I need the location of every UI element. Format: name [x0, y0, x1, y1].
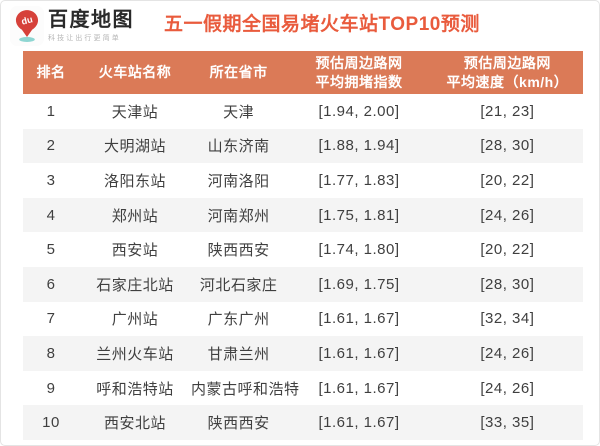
table-row: 5 西安站 陕西西安 [1.74, 1.80] [20, 22] — [23, 232, 583, 267]
congestion-index-cell: [1.61, 1.67] — [318, 379, 400, 397]
baidu-maps-logo: du — [10, 6, 44, 46]
table-row: 3 洛阳东站 河南洛阳 [1.77, 1.83] [20, 22] — [23, 163, 583, 198]
speed-cell: [32, 34] — [480, 310, 535, 328]
station-cell: 石家庄北站 — [96, 276, 174, 294]
station-cell: 天津站 — [111, 103, 159, 121]
speed-cell: [28, 30] — [480, 137, 535, 155]
table-row: 4 郑州站 河南郑州 [1.75, 1.81] [24, 26] — [23, 197, 583, 233]
rank-cell: 8 — [46, 344, 56, 362]
rank-cell: 9 — [46, 379, 56, 397]
table-row: 6 石家庄北站 河北石家庄 [1.69, 1.75] [28, 30] — [23, 266, 583, 302]
speed-cell: [33, 35] — [480, 414, 535, 432]
rank-cell: 1 — [46, 102, 56, 120]
speed-cell: [20, 22] — [480, 171, 535, 189]
congestion-index-cell: [1.77, 1.83] — [318, 171, 400, 189]
speed-cell: [24, 26] — [480, 344, 535, 362]
station-cell: 广州站 — [111, 311, 159, 329]
map-pin-icon: du — [15, 10, 39, 43]
province-cell: 陕西西安 — [207, 242, 270, 260]
province-cell: 甘肃兰州 — [207, 345, 270, 363]
congestion-index-cell: [1.69, 1.75] — [318, 275, 400, 293]
rank-cell: 3 — [46, 171, 56, 189]
congestion-index-cell: [1.61, 1.67] — [318, 414, 400, 432]
brand-name: 百度地图 — [48, 9, 134, 31]
table-row: 10 西安北站 陕西西安 [1.61, 1.67] [33, 35] — [23, 405, 583, 440]
congestion-index-cell: [1.74, 1.80] — [318, 241, 400, 259]
table-row: 7 广州站 广东广州 [1.61, 1.67] [32, 34] — [23, 301, 583, 337]
column-header-speed: 预估周边路网 平均速度（km/h） — [446, 54, 569, 90]
table-header-row: 排名 火车站名称 所在省市 预估周边路网 平均拥堵指数 预估周边路网 平均速度（… — [23, 51, 583, 94]
congestion-index-cell: [1.88, 1.94] — [318, 137, 400, 155]
table-body: 1 天津站 天津 [1.94, 2.00] [21, 23] 2 大明湖站 山东… — [23, 94, 583, 440]
column-header-province: 所在省市 — [209, 64, 268, 81]
congestion-index-cell: [1.75, 1.81] — [318, 206, 400, 224]
province-cell: 内蒙古呼和浩特 — [191, 380, 300, 398]
ranking-table: 排名 火车站名称 所在省市 预估周边路网 平均拥堵指数 预估周边路网 平均速度（… — [23, 51, 583, 440]
column-header-rank: 排名 — [36, 64, 66, 81]
province-cell: 河北石家庄 — [199, 276, 278, 294]
speed-cell: [20, 22] — [480, 241, 535, 259]
table-row: 9 呼和浩特站 内蒙古呼和浩特 [1.61, 1.67] [24, 26] — [23, 370, 583, 406]
station-cell: 西安北站 — [103, 415, 166, 433]
speed-cell: [21, 23] — [480, 102, 535, 120]
station-cell: 西安站 — [111, 242, 159, 260]
congestion-index-cell: [1.61, 1.67] — [318, 310, 400, 328]
station-cell: 郑州站 — [111, 207, 159, 225]
station-cell: 呼和浩特站 — [96, 380, 174, 398]
rank-cell: 4 — [46, 206, 56, 224]
station-cell: 洛阳东站 — [103, 172, 166, 190]
table-row: 1 天津站 天津 [1.94, 2.00] [21, 23] — [23, 94, 583, 129]
province-cell: 河南洛阳 — [207, 172, 270, 190]
rank-cell: 7 — [46, 310, 56, 328]
brand-slogan: 科技让出行更简单 — [48, 35, 121, 42]
province-cell: 陕西西安 — [207, 415, 270, 433]
svg-text:du: du — [20, 14, 33, 26]
province-cell: 河南郑州 — [207, 207, 270, 225]
congestion-index-cell: [1.61, 1.67] — [318, 344, 400, 362]
station-cell: 大明湖站 — [103, 138, 166, 156]
province-cell: 天津 — [223, 103, 255, 121]
table-row: 8 兰州火车站 甘肃兰州 [1.61, 1.67] [24, 26] — [23, 336, 583, 371]
column-header-congestion-index: 预估周边路网 平均拥堵指数 — [315, 54, 403, 90]
province-cell: 广东广州 — [207, 311, 270, 329]
brand-block: 百度地图 科技让出行更简单 — [48, 9, 134, 43]
speed-cell: [24, 26] — [480, 379, 535, 397]
table-row: 2 大明湖站 山东济南 [1.88, 1.94] [28, 30] — [23, 128, 583, 164]
page-title: 五一假期全国易堵火车站TOP10预测 — [164, 14, 480, 35]
rank-cell: 10 — [42, 414, 60, 432]
congestion-index-cell: [1.94, 2.00] — [318, 102, 400, 120]
column-header-station: 火车站名称 — [98, 64, 172, 81]
rank-cell: 6 — [46, 275, 56, 293]
station-cell: 兰州火车站 — [96, 345, 174, 363]
province-cell: 山东济南 — [207, 138, 270, 156]
rank-cell: 2 — [46, 137, 56, 155]
speed-cell: [24, 26] — [480, 206, 535, 224]
speed-cell: [28, 30] — [480, 275, 535, 293]
rank-cell: 5 — [46, 241, 56, 259]
